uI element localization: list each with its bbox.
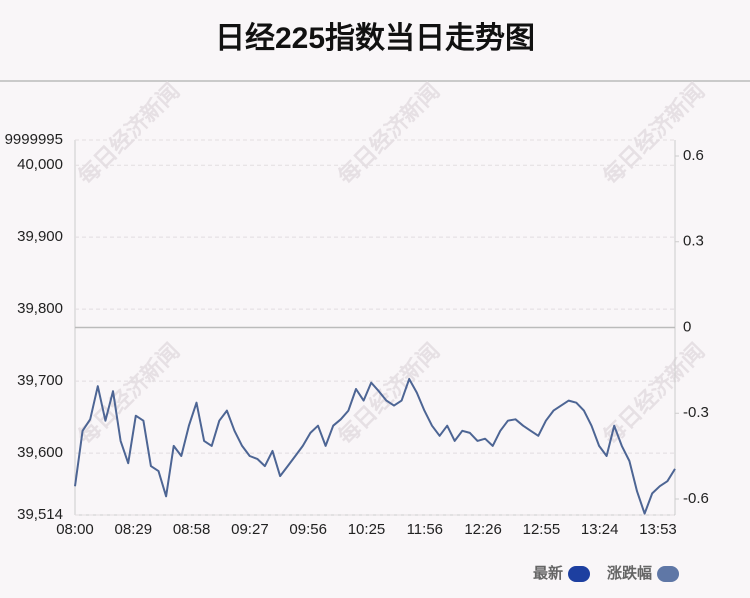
y-tick-label: 9999995: [5, 131, 63, 148]
y-tick-label: 39,800: [17, 300, 63, 317]
x-tick-label: 08:58: [173, 521, 211, 538]
y2-tick-label: 0.3: [683, 233, 704, 250]
y-tick-label: 39,900: [17, 228, 63, 245]
x-tick-label: 09:56: [289, 521, 327, 538]
x-tick-label: 13:53: [639, 521, 677, 538]
y2-tick-label: 0.6: [683, 147, 704, 164]
x-tick-label: 08:29: [115, 521, 153, 538]
legend-label: 涨跌幅: [607, 564, 652, 582]
y-tick-label: 39,700: [17, 372, 63, 389]
watermark: 每日经济新闻: [73, 338, 184, 449]
y-tick-label: 40,000: [17, 156, 63, 173]
watermark: 每日经济新闻: [598, 78, 709, 189]
watermark: 每日经济新闻: [73, 78, 184, 189]
legend-swatch: [568, 566, 591, 582]
x-tick-label: 08:00: [56, 521, 94, 538]
y-tick-label: 39,514: [17, 506, 63, 523]
y2-tick-label: -0.6: [683, 490, 709, 507]
x-tick-label: 10:25: [348, 521, 386, 538]
y2-tick-label: -0.3: [683, 404, 709, 421]
x-tick-label: 11:56: [407, 521, 443, 538]
x-tick-label: 09:27: [231, 521, 269, 538]
watermark: 每日经济新闻: [333, 338, 444, 449]
legend-label: 最新: [533, 564, 563, 582]
x-tick-label: 13:24: [581, 521, 619, 538]
x-tick-label: 12:26: [464, 521, 502, 538]
chart-title: 日经225指数当日走势图: [215, 21, 535, 55]
x-tick-label: 12:55: [523, 521, 561, 538]
y2-tick-label: 0: [683, 318, 691, 335]
watermark: 每日经济新闻: [598, 338, 709, 449]
watermark: 每日经济新闻: [333, 78, 444, 189]
price-line: [74, 378, 676, 515]
legend-swatch: [657, 566, 680, 582]
y-tick-label: 39,600: [17, 444, 63, 461]
